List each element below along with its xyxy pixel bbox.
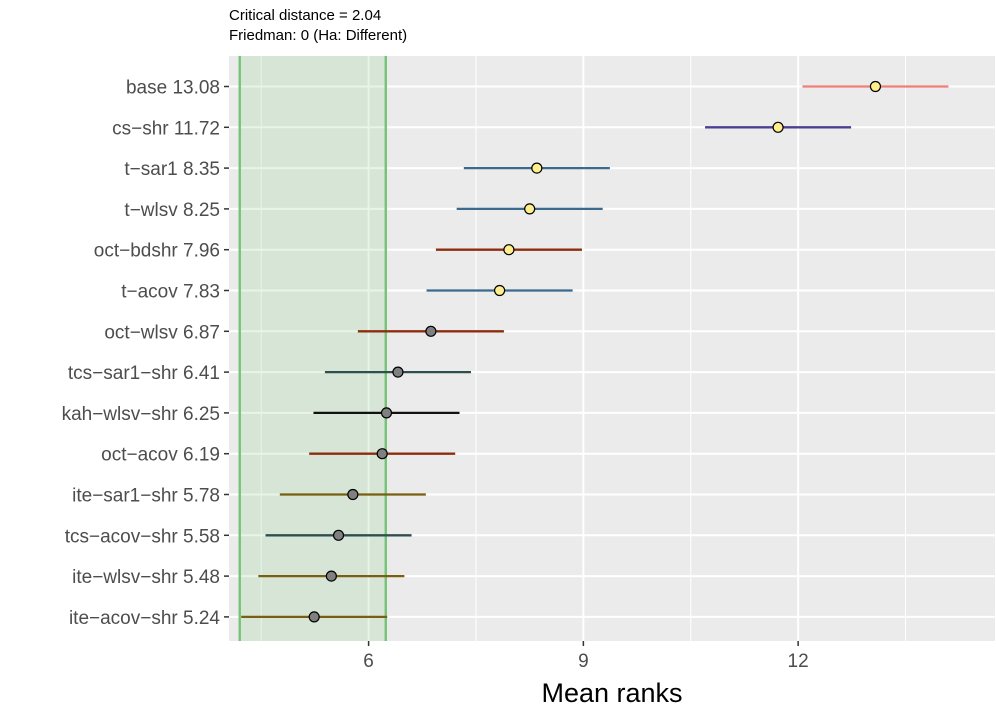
mean-rank-point — [308, 611, 320, 623]
y-axis: base 13.08 cs−shr 11.72 t−sar1 8.35 t−wlsv … — [62, 78, 229, 629]
mean-rank-point — [869, 80, 882, 93]
x-axis: 6 9 12 — [363, 641, 809, 672]
rank-intervals — [241, 80, 949, 623]
x-tick-label: 9 — [578, 651, 589, 672]
mean-rank-point — [772, 121, 784, 133]
y-category-label: oct−bdshr 7.96 — [94, 241, 220, 262]
x-axis-title: Mean ranks — [541, 678, 682, 708]
chart-subtitle-line-1: Critical distance = 2.04 — [229, 7, 381, 24]
y-category-label: ite−wlsv−shr 5.48 — [72, 567, 220, 588]
y-category-label: oct−acov 6.19 — [101, 445, 220, 466]
y-category-label: tcs−acov−shr 5.58 — [65, 526, 220, 547]
mean-rank-point — [332, 529, 345, 541]
x-tick-label: 6 — [363, 651, 374, 672]
y-category-label: ite−sar1−shr 5.78 — [72, 486, 220, 507]
y-category-label: ite−acov−shr 5.24 — [69, 608, 220, 629]
y-category-label: t−wlsv 8.25 — [124, 200, 220, 221]
mean-rank-point — [380, 407, 393, 419]
mean-rank-point — [425, 325, 437, 337]
y-category-label: base 13.08 — [126, 78, 220, 99]
mean-rank-point — [392, 366, 404, 378]
mean-rank-point — [325, 570, 337, 582]
y-category-label: t−acov 7.83 — [121, 282, 220, 303]
y-category-label: kah−wlsv−shr 6.25 — [62, 404, 220, 425]
x-tick-label: 12 — [788, 651, 809, 672]
mean-rank-point — [524, 203, 536, 215]
y-category-label: tcs−sar1−shr 6.41 — [68, 363, 220, 384]
mean-rank-point — [531, 162, 543, 174]
plot-panel — [229, 56, 995, 641]
mean-rank-point — [376, 448, 388, 460]
minor-gridlines — [260, 56, 907, 641]
major-gridlines — [229, 56, 995, 641]
y-category-label: cs−shr 11.72 — [112, 118, 220, 139]
mean-rank-point — [347, 488, 359, 501]
y-category-label: t−sar1 8.35 — [124, 159, 220, 180]
critical-band-fill — [239, 56, 386, 641]
critical-distance-band — [238, 56, 387, 641]
y-category-label: oct−wlsv 6.87 — [104, 322, 220, 343]
chart-subtitle-line-2: Friedman: 0 (Ha: Different) — [229, 27, 407, 44]
mean-rank-point — [494, 284, 506, 297]
mean-rank-point — [503, 244, 515, 256]
